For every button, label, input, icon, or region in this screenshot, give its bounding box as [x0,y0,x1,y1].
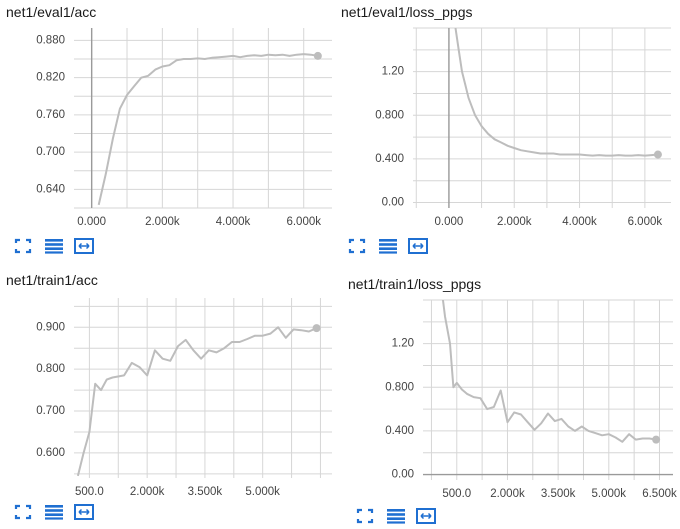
line-chart[interactable]: 500.0 2.000k 3.500k 5.000k 6.500k 0.00 0.400 0.… [340,266,680,502]
chart-card-train-acc: net1/train1/acc 500.0 2.000k 3.500k 5.000k 0… [0,266,340,529]
data-table-icon[interactable] [44,504,64,520]
fit-domain-icon[interactable] [348,238,368,254]
y-tick-label: 0.800 [375,109,404,121]
chart-title: net1/eval1/loss_ppgs [341,4,473,20]
series-end-point [312,324,321,333]
x-tick-label: 6.500k [642,488,677,500]
x-tick-label: 500.0 [442,488,471,500]
y-tick-label: 0.760 [36,109,65,121]
chart-controls [356,508,436,524]
chart-controls [348,238,428,254]
y-tick-label: 0.00 [392,469,414,481]
y-tick-label: 0.700 [36,405,65,417]
line-chart[interactable]: 500.0 2.000k 3.500k 5.000k 0.600 0.700 0.800 0.… [0,266,340,500]
fit-domain-icon[interactable] [14,504,34,520]
x-tick-label: 4.000k [562,216,597,228]
fit-domain-icon[interactable] [356,508,376,524]
chart-card-eval-acc: net1/eval1/acc 0.000 2.000k 4.000k 6.000k 0.… [0,0,340,264]
y-tick-label: 1.20 [392,338,414,350]
y-tick-label: 1.20 [382,66,404,78]
y-tick-label: 0.400 [375,153,404,165]
x-tick-label: 0.000 [77,216,106,228]
y-tick-label: 0.800 [385,381,414,393]
y-tick-label: 0.880 [36,34,65,46]
y-tick-label: 0.640 [36,183,65,195]
chart-title: net1/eval1/acc [6,4,97,20]
series-line [441,300,657,443]
x-tick-label: 2.000k [145,216,180,228]
series-line [454,28,658,157]
chart-title: net1/train1/acc [6,272,98,288]
y-tick-label: 0.800 [36,363,65,375]
series-end-point [653,150,662,159]
expand-icon[interactable] [74,238,94,254]
y-tick-label: 0.900 [36,321,65,333]
data-table-icon[interactable] [378,238,398,254]
x-tick-label: 5.000k [592,488,627,500]
x-tick-label: 4.000k [216,216,251,228]
y-tick-label: 0.820 [36,72,65,84]
data-table-icon[interactable] [386,508,406,524]
y-tick-label: 0.600 [36,447,65,459]
x-tick-label: 6.000k [628,216,663,228]
x-tick-label: 500.0 [75,486,104,498]
y-tick-label: 0.700 [36,146,65,158]
series-line [76,326,318,477]
series-end-point [652,435,661,444]
fit-domain-icon[interactable] [14,238,34,254]
expand-icon[interactable] [74,504,94,520]
expand-icon[interactable] [408,238,428,254]
chart-controls [14,238,94,254]
line-chart[interactable]: 0.000 2.000k 4.000k 6.000k 0.00 0.400 0.800 1.2… [340,0,680,232]
chart-title: net1/train1/loss_ppgs [348,276,482,292]
x-tick-label: 3.500k [188,486,223,498]
chart-card-eval-loss: net1/eval1/loss_ppgs 0.000 2.000k 4.000k 6.… [340,0,680,264]
x-tick-label: 2.000k [497,216,532,228]
x-tick-label: 6.000k [286,216,321,228]
x-tick-label: 2.000k [490,488,525,500]
chart-controls [14,504,94,520]
x-tick-label: 2.000k [130,486,165,498]
x-tick-label: 0.000 [435,216,464,228]
data-table-icon[interactable] [44,238,64,254]
expand-icon[interactable] [416,508,436,524]
x-tick-label: 3.500k [541,488,576,500]
y-tick-label: 0.400 [385,425,414,437]
series-end-point [313,51,322,60]
series-line [97,53,319,206]
line-chart[interactable]: 0.000 2.000k 4.000k 6.000k 0.640 0.700 0.760 0.… [0,0,340,232]
y-tick-label: 0.00 [382,197,404,209]
x-tick-label: 5.000k [245,486,280,498]
chart-card-train-loss: net1/train1/loss_ppgs 500.0 2.000k 3.500k 5… [340,266,680,529]
